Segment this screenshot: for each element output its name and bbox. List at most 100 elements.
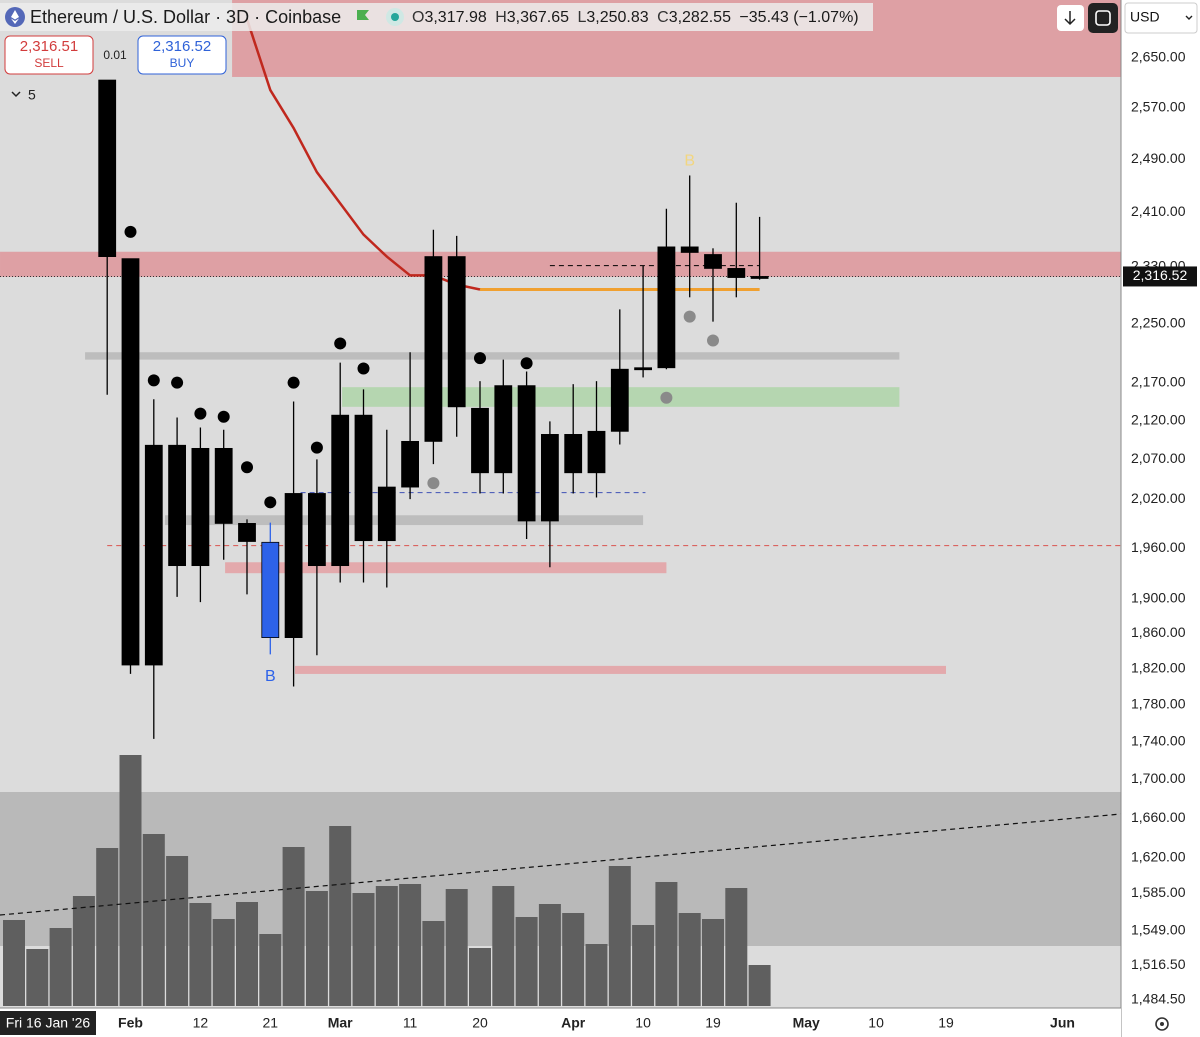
- volume-bar: [212, 919, 235, 1006]
- volume-bar: [329, 826, 352, 1006]
- ohlc-label: C: [657, 9, 669, 26]
- candle-body: [144, 444, 163, 666]
- indicator-dot: [147, 374, 160, 387]
- volume-bar: [678, 913, 701, 1006]
- spread: 0.01: [103, 48, 127, 62]
- y-tick-label: 1,549.00: [1131, 921, 1186, 937]
- change: −35.43 (−1.07%): [739, 9, 858, 26]
- sell-button[interactable]: [4, 35, 94, 75]
- status-dot: [391, 13, 399, 21]
- price-zone: [0, 251, 1121, 277]
- candle-body: [168, 444, 187, 567]
- x-tick-label: 19: [938, 1015, 954, 1031]
- last-price-label: 2,316.52: [1133, 267, 1188, 283]
- symbol-title[interactable]: Ethereum / U.S. Dollar · 3D · Coinbase: [30, 7, 341, 27]
- candle-body: [331, 414, 350, 567]
- candle-body: [284, 493, 303, 639]
- header-bar: [0, 3, 873, 31]
- last-price-box: [1123, 266, 1197, 287]
- y-tick-label: 2,650.00: [1131, 49, 1186, 65]
- volume-bar: [702, 919, 724, 1006]
- signal-label: B: [265, 668, 276, 685]
- ohlc-readout: O3,317.98 H3,367.65 L3,250.83 C3,282.55 …: [412, 9, 859, 26]
- candle-body: [704, 254, 722, 269]
- candle-body: [214, 447, 233, 524]
- price-zone: [85, 352, 900, 360]
- volume-bar: [375, 886, 398, 1006]
- candle-body: [494, 385, 513, 474]
- settings-icon[interactable]: [1155, 1017, 1169, 1031]
- volume-bar: [538, 904, 561, 1006]
- indicator-dot: [310, 441, 323, 454]
- signal-label: B: [684, 152, 695, 169]
- collapse-chevron[interactable]: [11, 91, 21, 98]
- buy-button[interactable]: [137, 35, 227, 75]
- fullscreen-button[interactable]: [1088, 3, 1118, 33]
- candle-body: [657, 246, 676, 369]
- ohlc-label: L: [577, 9, 586, 26]
- y-tick-label: 1,700.00: [1131, 770, 1186, 786]
- x-tick-label: Jun: [1050, 1015, 1075, 1031]
- volume-bar: [236, 902, 258, 1006]
- candle-body: [610, 368, 629, 432]
- y-tick-label: 1,860.00: [1131, 624, 1186, 640]
- flag-icon[interactable]: [357, 10, 369, 20]
- indicator-dot: [217, 410, 230, 423]
- candle-body: [750, 276, 769, 279]
- x-tick-label: 10: [635, 1015, 651, 1031]
- x-tick-label: Feb: [118, 1015, 143, 1031]
- ohlc-value: 3,317.98: [424, 9, 486, 26]
- candle-body: [727, 268, 746, 278]
- candle-body: [377, 486, 396, 542]
- indicator-dot: [660, 391, 673, 404]
- currency-label: USD: [1130, 9, 1160, 25]
- indicator-count[interactable]: 5: [28, 87, 36, 103]
- indicator-dot: [194, 407, 207, 420]
- y-tick-label: 1,660.00: [1131, 809, 1186, 825]
- y-tick-label: 1,516.50: [1131, 956, 1186, 972]
- candle-body: [307, 493, 326, 567]
- indicator-dot: [124, 225, 137, 238]
- volume-bar: [725, 888, 748, 1006]
- price-zone: [164, 515, 644, 526]
- x-tick-label: 21: [263, 1015, 279, 1031]
- y-tick-label: 2,410.00: [1131, 203, 1186, 219]
- currency-chevron: [1185, 15, 1193, 20]
- y-tick-label: 1,960.00: [1131, 539, 1186, 555]
- price-zone: [225, 562, 667, 574]
- y-tick-label: 2,070.00: [1131, 450, 1186, 466]
- ohlc-label: O: [412, 9, 424, 26]
- candle-body: [471, 407, 489, 474]
- volume-bar: [422, 921, 445, 1006]
- y-tick-label: 1,900.00: [1131, 589, 1186, 605]
- sell-price: 2,316.51: [20, 38, 78, 55]
- indicator-dot: [357, 362, 370, 375]
- currency-select[interactable]: [1124, 2, 1198, 34]
- volume-bar: [515, 917, 538, 1006]
- candle-body: [191, 447, 210, 567]
- volume-bar: [189, 903, 212, 1006]
- settings-icon-center: [1160, 1022, 1164, 1026]
- volume-bar: [119, 755, 142, 1006]
- volume-bar: [142, 834, 165, 1006]
- candle-body: [680, 246, 699, 253]
- y-tick-label: 2,570.00: [1131, 98, 1186, 114]
- volume-bar: [562, 913, 585, 1006]
- candle-body: [401, 440, 420, 488]
- indicator-dot: [520, 357, 533, 370]
- volume-bar: [748, 965, 771, 1006]
- buy-label: BUY: [170, 56, 195, 70]
- scroll-icon: [1064, 11, 1076, 26]
- y-tick-label: 2,250.00: [1131, 315, 1186, 331]
- volume-bar: [305, 891, 328, 1006]
- candle-body: [564, 434, 583, 474]
- ohlc-label: H: [495, 9, 507, 26]
- y-tick-label: 1,780.00: [1131, 695, 1186, 711]
- ohlc-value: 3,250.83: [586, 9, 648, 26]
- volume-bar: [259, 934, 282, 1006]
- candle-body: [238, 523, 256, 542]
- volume-bar: [655, 882, 678, 1006]
- y-tick-label: 1,820.00: [1131, 659, 1186, 675]
